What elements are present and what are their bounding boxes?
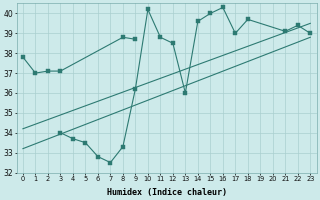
- X-axis label: Humidex (Indice chaleur): Humidex (Indice chaleur): [107, 188, 227, 197]
